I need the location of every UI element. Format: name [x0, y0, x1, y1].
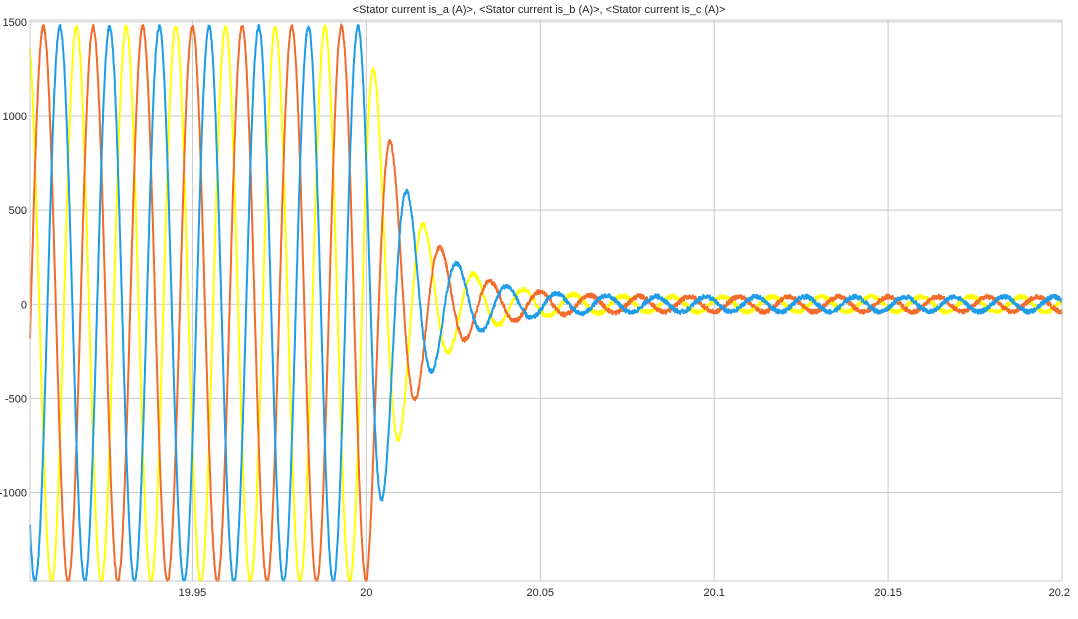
x-tick-label: 20.05 [526, 587, 554, 599]
series-line-2 [29, 23, 1063, 582]
x-tick-label: 20.15 [874, 587, 902, 599]
x-tick-label: 20.1 [703, 587, 724, 599]
x-tick-labels: 19.95 20 20.05 20.1 20.15 20.2 [179, 587, 1070, 599]
y-tick-label: -1000 [0, 488, 27, 500]
series-layer [29, 23, 1063, 582]
y-tick-labels: -1000 -500 0 500 1000 1500 [0, 17, 27, 500]
series-line-3 [29, 23, 1063, 582]
y-tick-label: -500 [5, 393, 27, 405]
chart-title: <Stator current is_a (A)>, <Stator curre… [353, 4, 726, 16]
y-tick-label: 1000 [3, 111, 27, 123]
y-tick-label: 1500 [3, 17, 27, 29]
series-line-1 [29, 24, 1063, 582]
y-tick-label: 500 [9, 205, 27, 217]
x-tick-label: 19.95 [179, 587, 207, 599]
plot-frame [29, 19, 1063, 582]
y-tick-label: 0 [21, 299, 27, 311]
x-tick-label: 20 [360, 587, 372, 599]
x-tick-label: 20.2 [1049, 587, 1070, 599]
